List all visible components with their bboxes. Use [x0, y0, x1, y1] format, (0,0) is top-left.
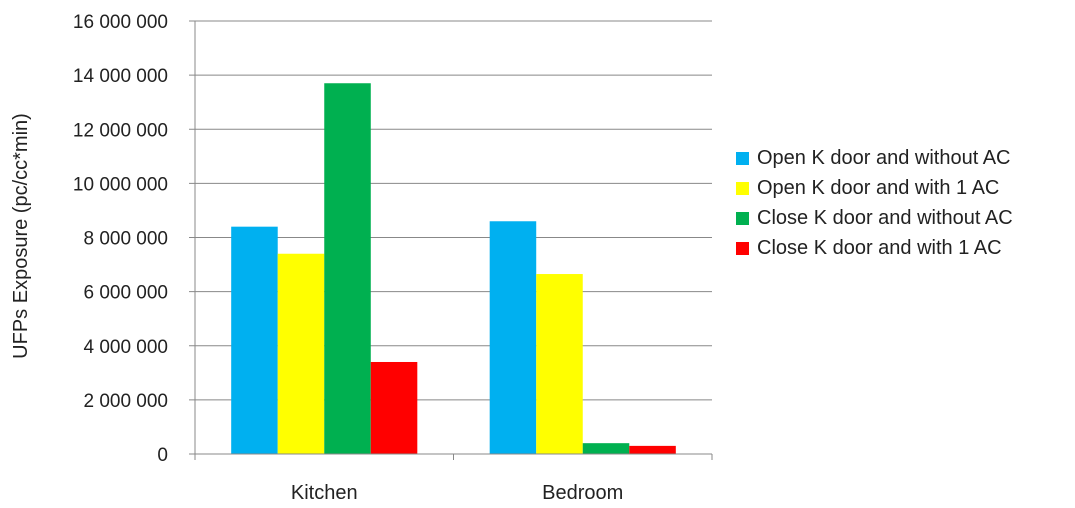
y-tick-label: 14 000 000	[73, 66, 168, 87]
bar	[324, 83, 371, 455]
y-tick-label: 2 000 000	[83, 391, 168, 412]
legend-item: Open K door and with 1 AC	[736, 173, 1013, 203]
y-tick-labels: 0 2 000 000 4 000 000 6 000 000 8 000 000 10 …	[73, 12, 168, 466]
legend-label: Close K door and with 1 AC	[757, 236, 1002, 259]
y-axis-title: UFPs Exposure (pc/cc*min)	[10, 113, 32, 359]
legend-item: Close K door and without AC	[736, 203, 1013, 233]
y-tick-label: 16 000 000	[73, 12, 168, 33]
x-category-label: Kitchen	[291, 482, 358, 504]
legend-label: Close K door and without AC	[757, 206, 1013, 229]
axes	[194, 21, 713, 460]
bar	[489, 221, 537, 454]
y-tick-label: 4 000 000	[83, 337, 168, 358]
bar	[536, 274, 583, 454]
bar	[370, 361, 418, 454]
legend-label: Open K door and with 1 AC	[757, 176, 1000, 199]
legend-swatch	[736, 151, 749, 165]
y-tick-label: 10 000 000	[73, 174, 168, 195]
x-category-label: Bedroom	[542, 482, 623, 504]
legend-label: Open K door and without AC	[757, 146, 1011, 169]
legend-swatch	[736, 181, 749, 195]
bar	[629, 445, 676, 454]
legend-swatch	[736, 211, 749, 225]
y-tick-label: 12 000 000	[73, 120, 168, 141]
bar	[277, 253, 325, 454]
legend: Open K door and without AC Open K door an…	[736, 143, 1013, 263]
legend-swatch	[736, 241, 749, 255]
x-category-labels: Kitchen Bedroom	[291, 482, 623, 504]
y-tick-label: 0	[157, 445, 168, 466]
bars	[231, 83, 676, 455]
bar	[582, 443, 630, 454]
bar	[231, 226, 278, 454]
legend-item: Close K door and with 1 AC	[736, 233, 1013, 263]
y-tick-label: 6 000 000	[83, 283, 168, 304]
y-tick-label: 8 000 000	[83, 229, 168, 250]
legend-item: Open K door and without AC	[736, 143, 1013, 173]
